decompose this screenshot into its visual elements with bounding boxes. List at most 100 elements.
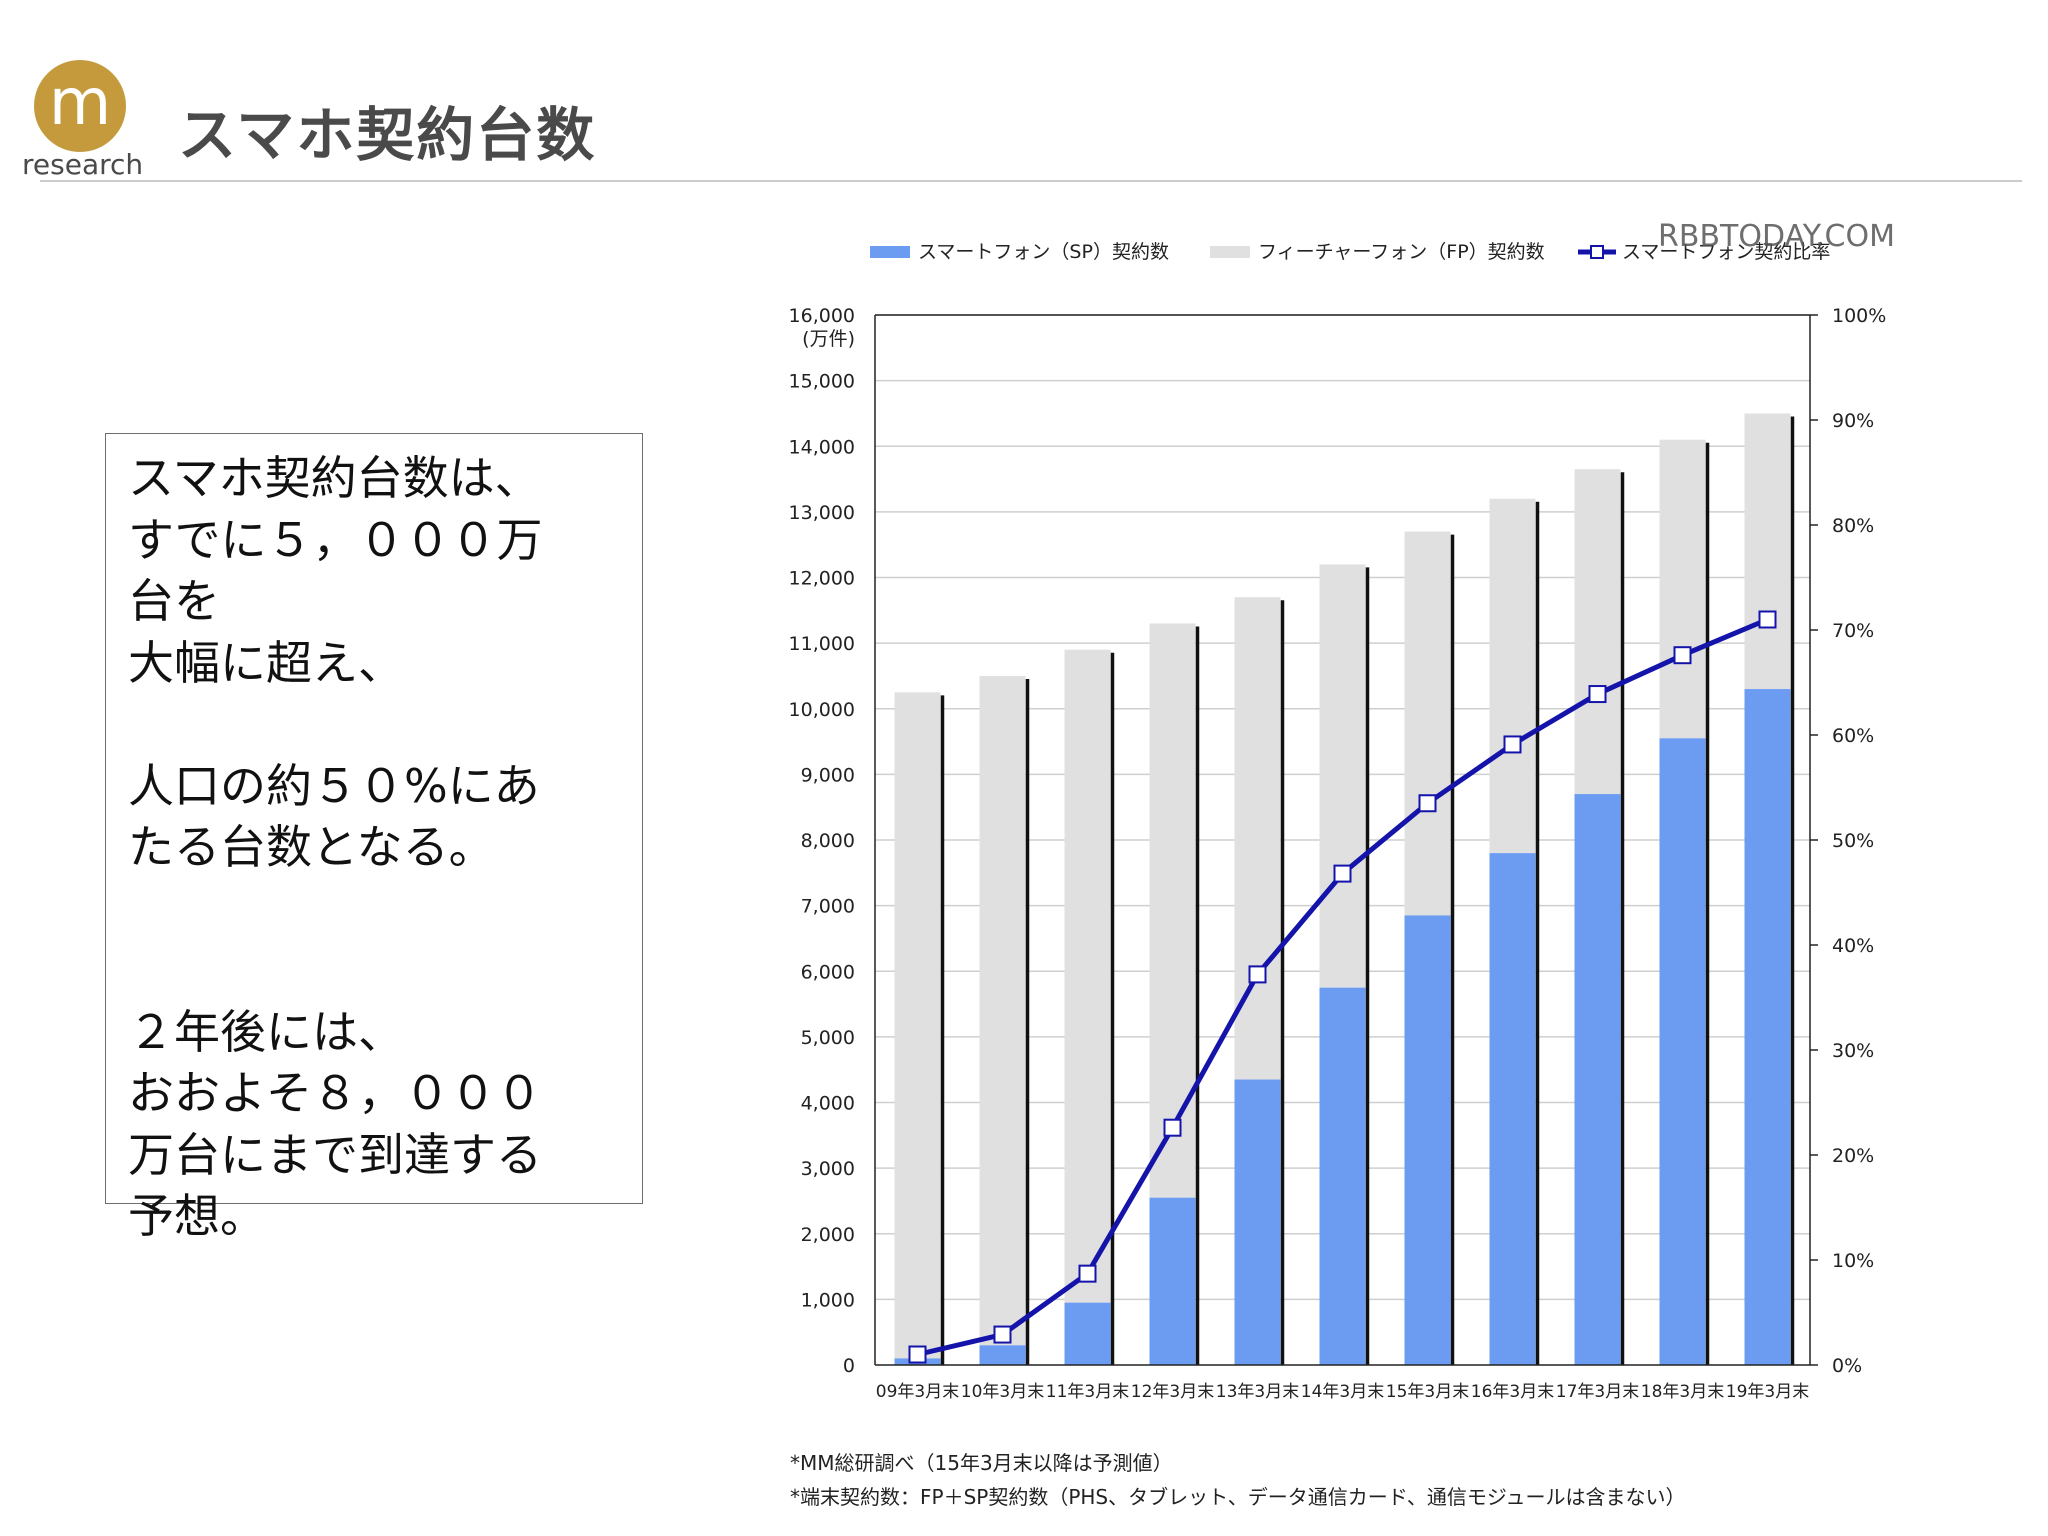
logo: m research <box>22 60 144 181</box>
y-left-tick-label: 4,000 <box>801 1093 855 1115</box>
sp-bar <box>1574 794 1621 1365</box>
ratio-point <box>1418 794 1437 813</box>
sp-bar <box>1659 738 1706 1365</box>
fp-bar <box>1659 439 1706 739</box>
y-left-tick-label: 1,000 <box>801 1289 855 1311</box>
y-left-tick-label: 15,000 <box>789 371 855 393</box>
x-tick-label: 15年3月末 <box>1386 1382 1469 1402</box>
y-right-tick-label: 90% <box>1832 410 1874 432</box>
y-left-unit-label: (万件) <box>802 328 855 350</box>
y-left-tick-label: 8,000 <box>801 830 855 852</box>
y-left-tick-label: 6,000 <box>801 961 855 983</box>
y-left-tick-label: 12,000 <box>789 568 855 590</box>
y-right-tick-label: 40% <box>1832 935 1874 957</box>
y-right-tick-label: 80% <box>1832 515 1874 537</box>
ratio-point <box>1673 646 1692 665</box>
ratio-point <box>993 1325 1012 1344</box>
summary-line: すでに５，０００万 <box>128 512 543 567</box>
legend-label-sp: スマートフォン（SP）契約数 <box>918 241 1169 263</box>
sp-bar <box>1404 915 1451 1365</box>
summary-line: 大幅に超え、 <box>128 635 404 690</box>
y-left-tick-label: 3,000 <box>801 1158 855 1180</box>
x-tick-label: 14年3月末 <box>1301 1382 1384 1402</box>
sp-bar <box>1234 1079 1281 1365</box>
fp-bar <box>894 692 941 1359</box>
ratio-point <box>1503 735 1522 754</box>
fp-bar <box>1744 413 1791 690</box>
legend-swatch-ratio-point <box>1590 245 1604 259</box>
x-tick-label: 19年3月末 <box>1726 1382 1809 1402</box>
y-right-tick-label: 0% <box>1832 1355 1862 1377</box>
ratio-point <box>1333 864 1352 883</box>
y-left-tick-label: 16,000 <box>789 305 855 327</box>
summary-text: スマホ契約台数は、 すでに５，０００万 台を大幅に超え、人口の約５０%にあ たる台数と… <box>128 448 648 1248</box>
logo-wordmark: research <box>22 148 144 181</box>
x-tick-label: 16年3月末 <box>1471 1382 1554 1402</box>
y-right-tick-label: 30% <box>1832 1040 1874 1062</box>
x-tick-label: 17年3月末 <box>1556 1382 1639 1402</box>
y-right-tick-label: 70% <box>1832 620 1874 642</box>
sp-bar <box>1064 1302 1111 1365</box>
y-left-tick-label: 10,000 <box>789 699 855 721</box>
x-tick-label: 18年3月末 <box>1641 1382 1724 1402</box>
legend-label-ratio: スマートフォン契約比率 <box>1622 241 1830 263</box>
ratio-point <box>908 1345 927 1364</box>
y-right-tick-label: 20% <box>1832 1145 1874 1167</box>
fp-bar <box>1064 649 1111 1303</box>
sp-bar <box>1744 689 1791 1365</box>
legend-swatch-fp <box>1210 246 1250 258</box>
ratio-point <box>1758 610 1777 629</box>
y-left-tick-label: 0 <box>843 1355 855 1377</box>
sp-bar <box>1149 1197 1196 1365</box>
fp-bar <box>979 675 1026 1346</box>
y-right-tick-label: 60% <box>1832 725 1874 747</box>
summary-box <box>105 433 643 1204</box>
title-divider <box>40 180 2022 182</box>
sp-bar <box>1489 853 1536 1365</box>
summary-line: 台を <box>128 574 220 628</box>
summary-line: 万台にまで到達する <box>128 1127 542 1182</box>
y-right-tick-label: 100% <box>1832 305 1886 327</box>
legend-label-fp: フィーチャーフォン（FP）契約数 <box>1258 241 1545 263</box>
fp-bar <box>1404 531 1451 916</box>
fp-bar <box>1319 564 1366 988</box>
summary-line: たる台数となる。 <box>128 820 495 874</box>
summary-line: 予想。 <box>128 1189 266 1243</box>
x-tick-label: 12年3月末 <box>1131 1382 1214 1402</box>
summary-line: おおよそ８，０００ <box>128 1066 542 1120</box>
y-left-tick-label: 5,000 <box>801 1027 855 1049</box>
fp-bar <box>1489 498 1536 854</box>
logo-circle <box>34 60 126 152</box>
summary-line <box>128 940 648 1002</box>
summary-line <box>128 879 648 941</box>
contract-chart: 0 1,000 2,000 3,000 4,000 5,000 6,000 7,000 8,00… <box>789 219 1895 1509</box>
summary-line <box>128 694 648 756</box>
ratio-point <box>1163 1118 1182 1137</box>
fp-bar <box>1149 623 1196 1198</box>
sp-bar <box>979 1345 1026 1365</box>
y-left-tick-label: 7,000 <box>801 896 855 918</box>
x-tick-label: 10年3月末 <box>961 1382 1044 1402</box>
summary-line: ２年後には、 <box>128 1004 404 1059</box>
legend-swatch-sp <box>870 246 910 258</box>
summary-line: 人口の約５０%にあ <box>128 758 540 813</box>
ratio-point <box>1078 1264 1097 1283</box>
logo-letter: m <box>48 66 112 140</box>
y-right-tick-label: 50% <box>1832 830 1874 852</box>
footnote: *MM総研調べ（15年3月末以降は予測値） <box>790 1451 1173 1475</box>
fp-bar <box>1574 469 1621 795</box>
y-left-tick-label: 9,000 <box>801 764 855 786</box>
y-left-tick-label: 11,000 <box>789 633 855 655</box>
ratio-point <box>1588 685 1607 704</box>
y-right-tick-label: 10% <box>1832 1250 1874 1272</box>
footnote: *端末契約数：FP＋SP契約数（PHS、タブレット、データ通信カード、通信モジュ… <box>790 1485 1686 1509</box>
watermark: RBBTODAY.COM <box>1658 219 1895 254</box>
summary-line: スマホ契約台数は、 <box>128 451 541 505</box>
y-left-tick-label: 13,000 <box>789 502 855 524</box>
page-title: スマホ契約台数 <box>178 101 597 169</box>
x-tick-label: 09年3月末 <box>876 1382 959 1402</box>
ratio-point <box>1248 965 1267 984</box>
x-tick-label: 11年3月末 <box>1046 1382 1129 1402</box>
x-tick-label: 13年3月末 <box>1216 1382 1299 1402</box>
sp-bar <box>1319 987 1366 1365</box>
